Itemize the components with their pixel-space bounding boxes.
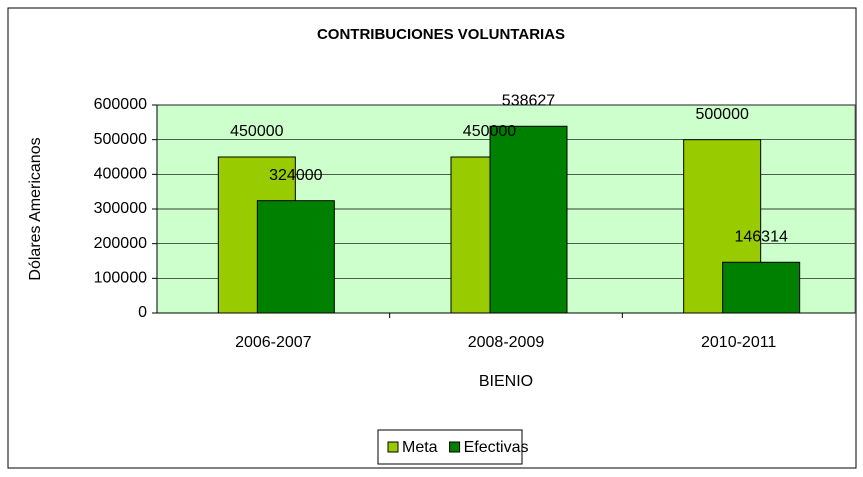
y-tick-label: 0 [138, 304, 147, 321]
bar [722, 261, 801, 314]
bar [256, 200, 335, 314]
bar [489, 125, 568, 314]
y-tick-label: 100000 [94, 270, 147, 287]
data-label: 538627 [502, 92, 555, 109]
data-label: 450000 [463, 123, 516, 140]
data-label: 324000 [269, 167, 322, 184]
legend-swatch [387, 441, 399, 453]
y-tick-label: 200000 [94, 235, 147, 252]
y-axis-label: Dólares Americanos [27, 137, 44, 280]
x-tick-label: 2010-2011 [701, 334, 776, 351]
x-tick-label: 2008-2009 [468, 334, 545, 351]
y-tick-label: 500000 [94, 131, 147, 148]
legend-label: Meta [402, 439, 438, 456]
chart-title: CONTRIBUCIONES VOLUNTARIAS [317, 26, 565, 43]
data-label: 450000 [230, 123, 283, 140]
y-tick-label: 300000 [94, 200, 147, 217]
y-tick-label: 400000 [94, 166, 147, 183]
data-label: 500000 [695, 106, 748, 123]
data-label: 146314 [734, 228, 787, 245]
legend-label: Efectivas [464, 439, 529, 456]
x-tick-label: 2006-2007 [235, 334, 312, 351]
x-axis-label: BIENIO [479, 373, 533, 390]
legend-swatch [449, 441, 461, 453]
y-tick-label: 600000 [94, 96, 147, 113]
